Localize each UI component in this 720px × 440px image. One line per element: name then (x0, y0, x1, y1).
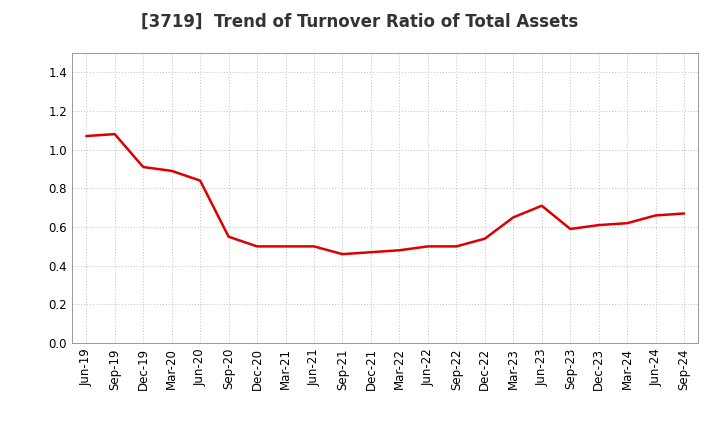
Text: [3719]  Trend of Turnover Ratio of Total Assets: [3719] Trend of Turnover Ratio of Total … (141, 13, 579, 31)
